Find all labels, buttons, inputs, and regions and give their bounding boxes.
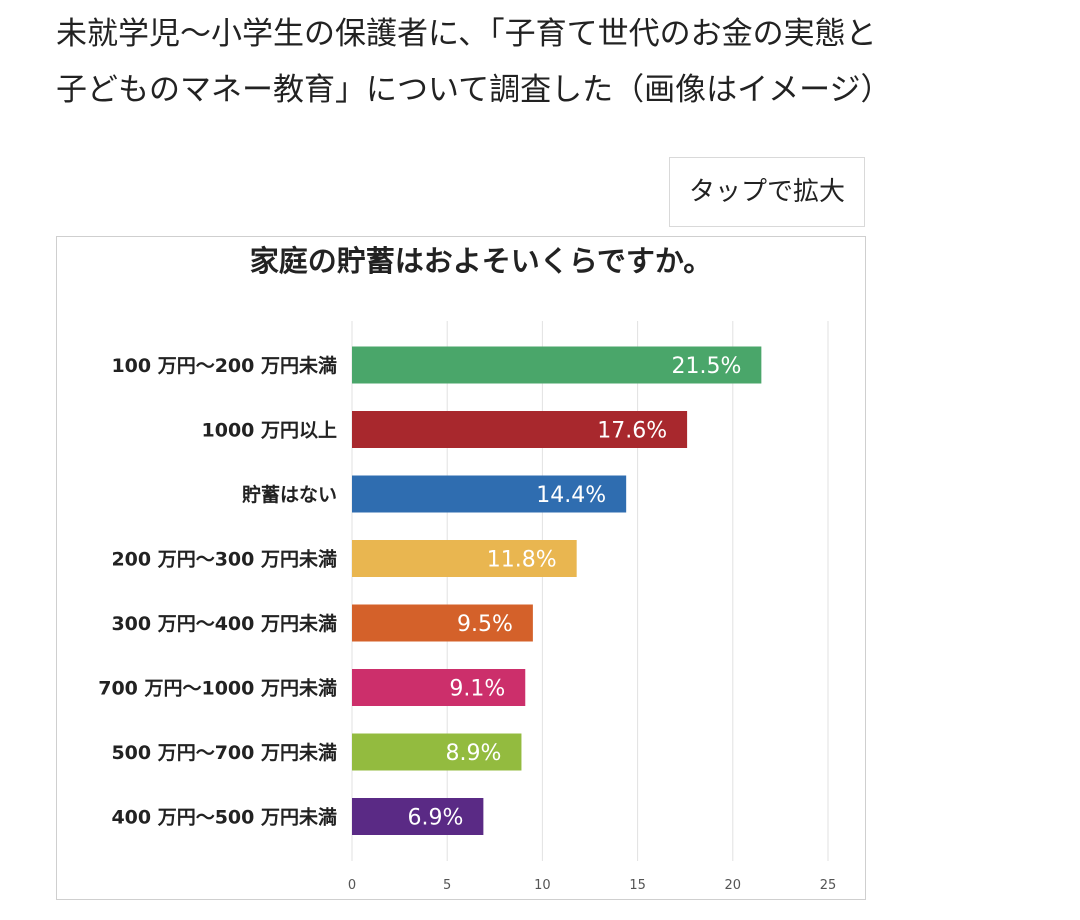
bar-value-label: 9.1% [449,677,505,702]
category-label: 1000 万円以上 [202,420,338,442]
x-tick-label: 15 [629,878,646,893]
bar [352,475,627,513]
bar [352,669,526,706]
bar-value-label: 14.4% [536,483,606,508]
category-label: 貯蓄はない [242,483,337,506]
tap-to-enlarge-button[interactable]: タップで拡大 [669,157,865,227]
category-label: 200 万円～300 万円未満 [111,548,337,571]
bar [352,604,533,642]
bar-value-label: 9.5% [457,612,513,637]
bar [352,733,522,771]
bar [352,540,577,577]
bar-value-label: 6.9% [407,806,463,831]
category-label: 300 万円～400 万円未満 [111,612,337,635]
bars: 21.5% 17.6% 14.4% 11.8% 9.5% 9.1% 8.9% 6.9% [352,346,762,835]
bar [352,798,484,835]
chart-image[interactable]: 家庭の貯蓄はおよそいくらですか。 21.5% 17.6% 14.4% 11.8% 9.5… [56,236,866,900]
bar-value-label: 21.5% [671,354,741,379]
x-tick-label: 5 [443,878,451,893]
caption-line-1: 未就学児～小学生の保護者に、「子育て世代のお金の実態と [56,16,877,52]
grid-lines [351,321,829,861]
bar-value-label: 8.9% [446,741,502,766]
caption-line-2: 子どものマネー教育」について調査した（画像はイメージ） [56,72,892,108]
x-tick-label: 25 [820,878,837,893]
category-label: 100 万円～200 万円未満 [111,354,337,377]
category-label: 500 万円～700 万円未満 [111,741,337,764]
x-axis-ticks: 0 5 10 15 20 25 [348,878,836,893]
x-tick-label: 10 [534,878,551,893]
bar [352,346,762,384]
x-tick-label: 0 [348,878,356,893]
category-label: 400 万円～500 万円未満 [111,806,337,829]
x-tick-label: 20 [725,878,742,893]
chart-title: 家庭の貯蓄はおよそいくらですか。 [250,244,713,278]
bar-value-label: 11.8% [487,548,557,573]
article-caption: 未就学児～小学生の保護者に、「子育て世代のお金の実態と 子どものマネー教育」につ… [56,6,916,118]
savings-bar-chart: 家庭の貯蓄はおよそいくらですか。 21.5% 17.6% 14.4% 11.8% 9.5… [98,244,836,893]
bar [352,411,688,448]
bar-value-label: 17.6% [597,419,667,444]
category-label: 700 万円～1000 万円未満 [98,677,337,700]
